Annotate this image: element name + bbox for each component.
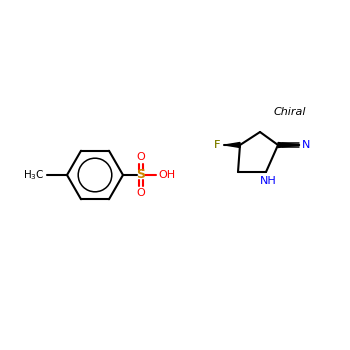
- Text: O: O: [136, 188, 145, 198]
- Polygon shape: [225, 142, 240, 147]
- Text: OH: OH: [158, 170, 175, 180]
- Text: F: F: [214, 140, 220, 150]
- Polygon shape: [278, 142, 300, 147]
- Text: NH: NH: [260, 176, 276, 186]
- Text: O: O: [136, 152, 145, 162]
- Text: Chiral: Chiral: [274, 107, 306, 117]
- Text: H$_3$C: H$_3$C: [23, 168, 45, 182]
- Text: F: F: [214, 140, 220, 150]
- Text: N: N: [302, 140, 310, 150]
- Text: S: S: [136, 168, 146, 182]
